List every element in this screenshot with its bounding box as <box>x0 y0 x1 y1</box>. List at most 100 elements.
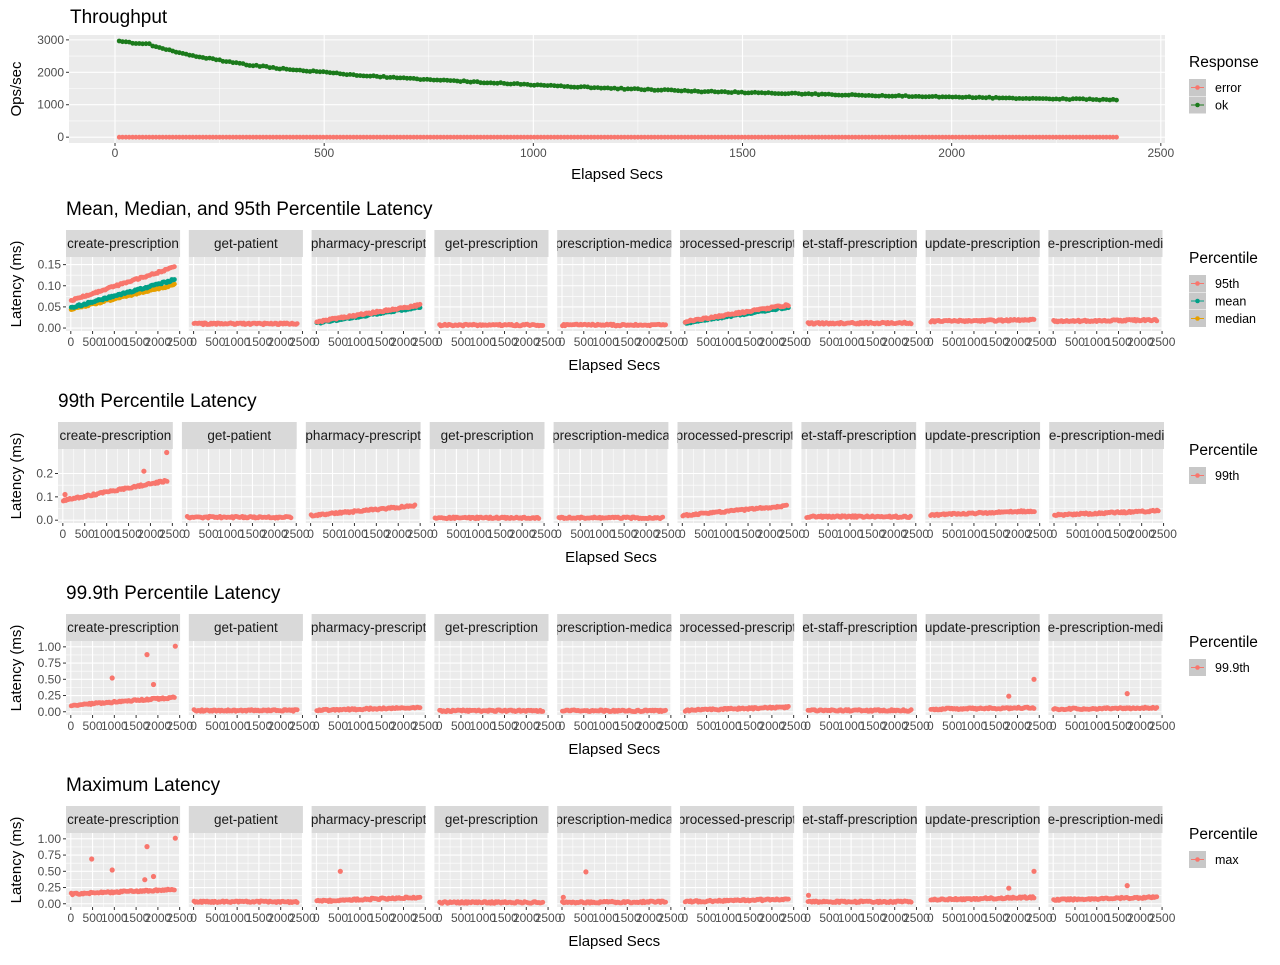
chart-title: Maximum Latency <box>66 775 221 796</box>
facet-strip-label: e-prescription-medi <box>1049 428 1165 443</box>
x-tick-label: 500 <box>942 527 962 541</box>
panel-background <box>434 257 548 331</box>
facet-strip-label: pharmacy-prescript <box>305 428 421 443</box>
data-point-99.9th <box>1032 706 1037 711</box>
data-point-95th <box>663 322 668 327</box>
data-point-mean <box>172 277 177 282</box>
legend-key-point <box>1195 316 1200 321</box>
x-tick-label: 500 <box>819 911 839 925</box>
facet-chart-p99: 99th Percentile Latencycreate-prescripti… <box>8 391 1258 566</box>
x-axis-label: Elapsed Secs <box>568 741 660 758</box>
x-tick-label: 500 <box>574 911 594 925</box>
facet-strip-label: create-prescription <box>67 620 179 635</box>
facet-points <box>185 514 294 521</box>
facet-strip-label: processed-prescript <box>678 812 797 827</box>
outlier-point-99.9th <box>173 644 178 649</box>
chart-title: Mean, Median, and 95th Percentile Latenc… <box>66 199 433 220</box>
y-tick-label: 0.15 <box>38 258 62 272</box>
data-point-max <box>418 895 423 900</box>
x-tick-label: 0 <box>190 911 197 925</box>
data-point-max <box>663 900 668 905</box>
x-tick-label: 0 <box>1050 719 1057 733</box>
facet-chart-p999: 99.9th Percentile Latencycreate-prescrip… <box>8 583 1258 758</box>
legend-key-point <box>1195 281 1200 286</box>
x-tick-label: 0 <box>555 527 562 541</box>
x-tick-label: 1000 <box>520 146 547 160</box>
facet-strip-label: et-staff-prescription <box>802 236 917 251</box>
x-tick-label: 0 <box>313 719 320 733</box>
facet-strip-label: get-prescription <box>445 812 538 827</box>
data-point-99.9th <box>418 705 423 710</box>
y-tick-label: 3000 <box>37 33 64 47</box>
panel-background <box>182 449 297 523</box>
legend-entry-ok: ok <box>1215 99 1229 113</box>
data-point-99.9th <box>1154 705 1159 710</box>
data-point-99th <box>660 515 665 520</box>
facet-strip-label: prescription-medica <box>555 236 673 251</box>
data-point-99th <box>784 503 789 508</box>
outlier-point-99.9th <box>1031 677 1036 682</box>
data-point-max <box>295 900 300 905</box>
outlier-point-99.9th <box>144 652 149 657</box>
y-tick-label: 0.50 <box>38 864 62 878</box>
x-tick-label: 500 <box>1065 719 1085 733</box>
facet-strip-label: get-patient <box>214 812 278 827</box>
outlier-point-max <box>561 895 566 900</box>
x-tick-label: 0 <box>112 146 119 160</box>
legend-title: Response <box>1189 54 1259 71</box>
legend-title: Percentile <box>1189 442 1258 459</box>
legend-entry-95th: 95th <box>1215 277 1239 291</box>
data-point-ok <box>1114 98 1119 103</box>
data-point-95th <box>909 321 914 326</box>
x-tick-label: 0 <box>183 527 190 541</box>
outlier-point-99.9th <box>1125 691 1130 696</box>
legend-entry-99.9th: 99.9th <box>1215 661 1250 675</box>
facet-strip-label: prescription-medica <box>555 620 673 635</box>
data-point-95th <box>418 302 423 307</box>
data-point-95th <box>295 321 300 326</box>
legend-key-point <box>1195 85 1200 90</box>
facet-points <box>433 515 542 522</box>
x-tick-label: 500 <box>323 527 343 541</box>
facet-strip-label: get-patient <box>207 428 271 443</box>
y-tick-label: 0.25 <box>38 689 62 703</box>
facet-strip-label: get-prescription <box>441 428 534 443</box>
data-point-95th <box>1032 317 1037 322</box>
facet-strip-label: et-staff-prescription <box>802 620 917 635</box>
x-tick-label: 0 <box>67 335 74 349</box>
outlier-point-99th <box>62 492 67 497</box>
y-tick-label: 1000 <box>37 98 64 112</box>
x-tick-label: 0 <box>681 719 688 733</box>
facet-strip-label: processed-prescript <box>678 236 797 251</box>
data-point-99.9th <box>786 704 791 709</box>
outlier-point-max <box>89 856 94 861</box>
facet-strip-label: create-prescription <box>67 236 179 251</box>
outlier-point-99th <box>164 450 169 455</box>
x-tick-label: 500 <box>574 335 594 349</box>
y-tick-label: 0.0 <box>36 513 53 527</box>
chart-title: Throughput <box>70 7 168 28</box>
x-tick-label: 500 <box>83 911 103 925</box>
data-point-median <box>172 282 177 287</box>
x-tick-label: 500 <box>451 335 471 349</box>
x-tick-label: 0 <box>927 335 934 349</box>
outlier-point-max <box>173 836 178 841</box>
facet-chart-percentiles: Mean, Median, and 95th Percentile Latenc… <box>8 199 1258 374</box>
x-tick-label: 500 <box>697 719 717 733</box>
data-point-99.9th <box>295 707 300 712</box>
outlier-point-max <box>338 869 343 874</box>
data-point-max <box>786 897 791 902</box>
facet-strip-label: pharmacy-prescript <box>311 812 427 827</box>
data-point-99.9th <box>540 709 545 714</box>
